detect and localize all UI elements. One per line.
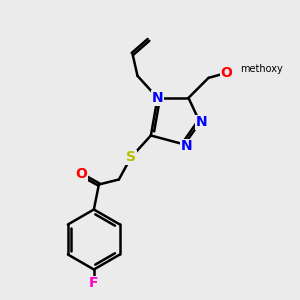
Text: N: N [196,116,208,129]
Text: O: O [75,167,87,182]
Text: N: N [152,91,163,105]
Text: methoxy: methoxy [241,64,283,74]
Text: O: O [220,66,232,80]
Text: N: N [181,140,192,154]
Text: F: F [89,277,99,290]
Text: S: S [126,151,136,164]
